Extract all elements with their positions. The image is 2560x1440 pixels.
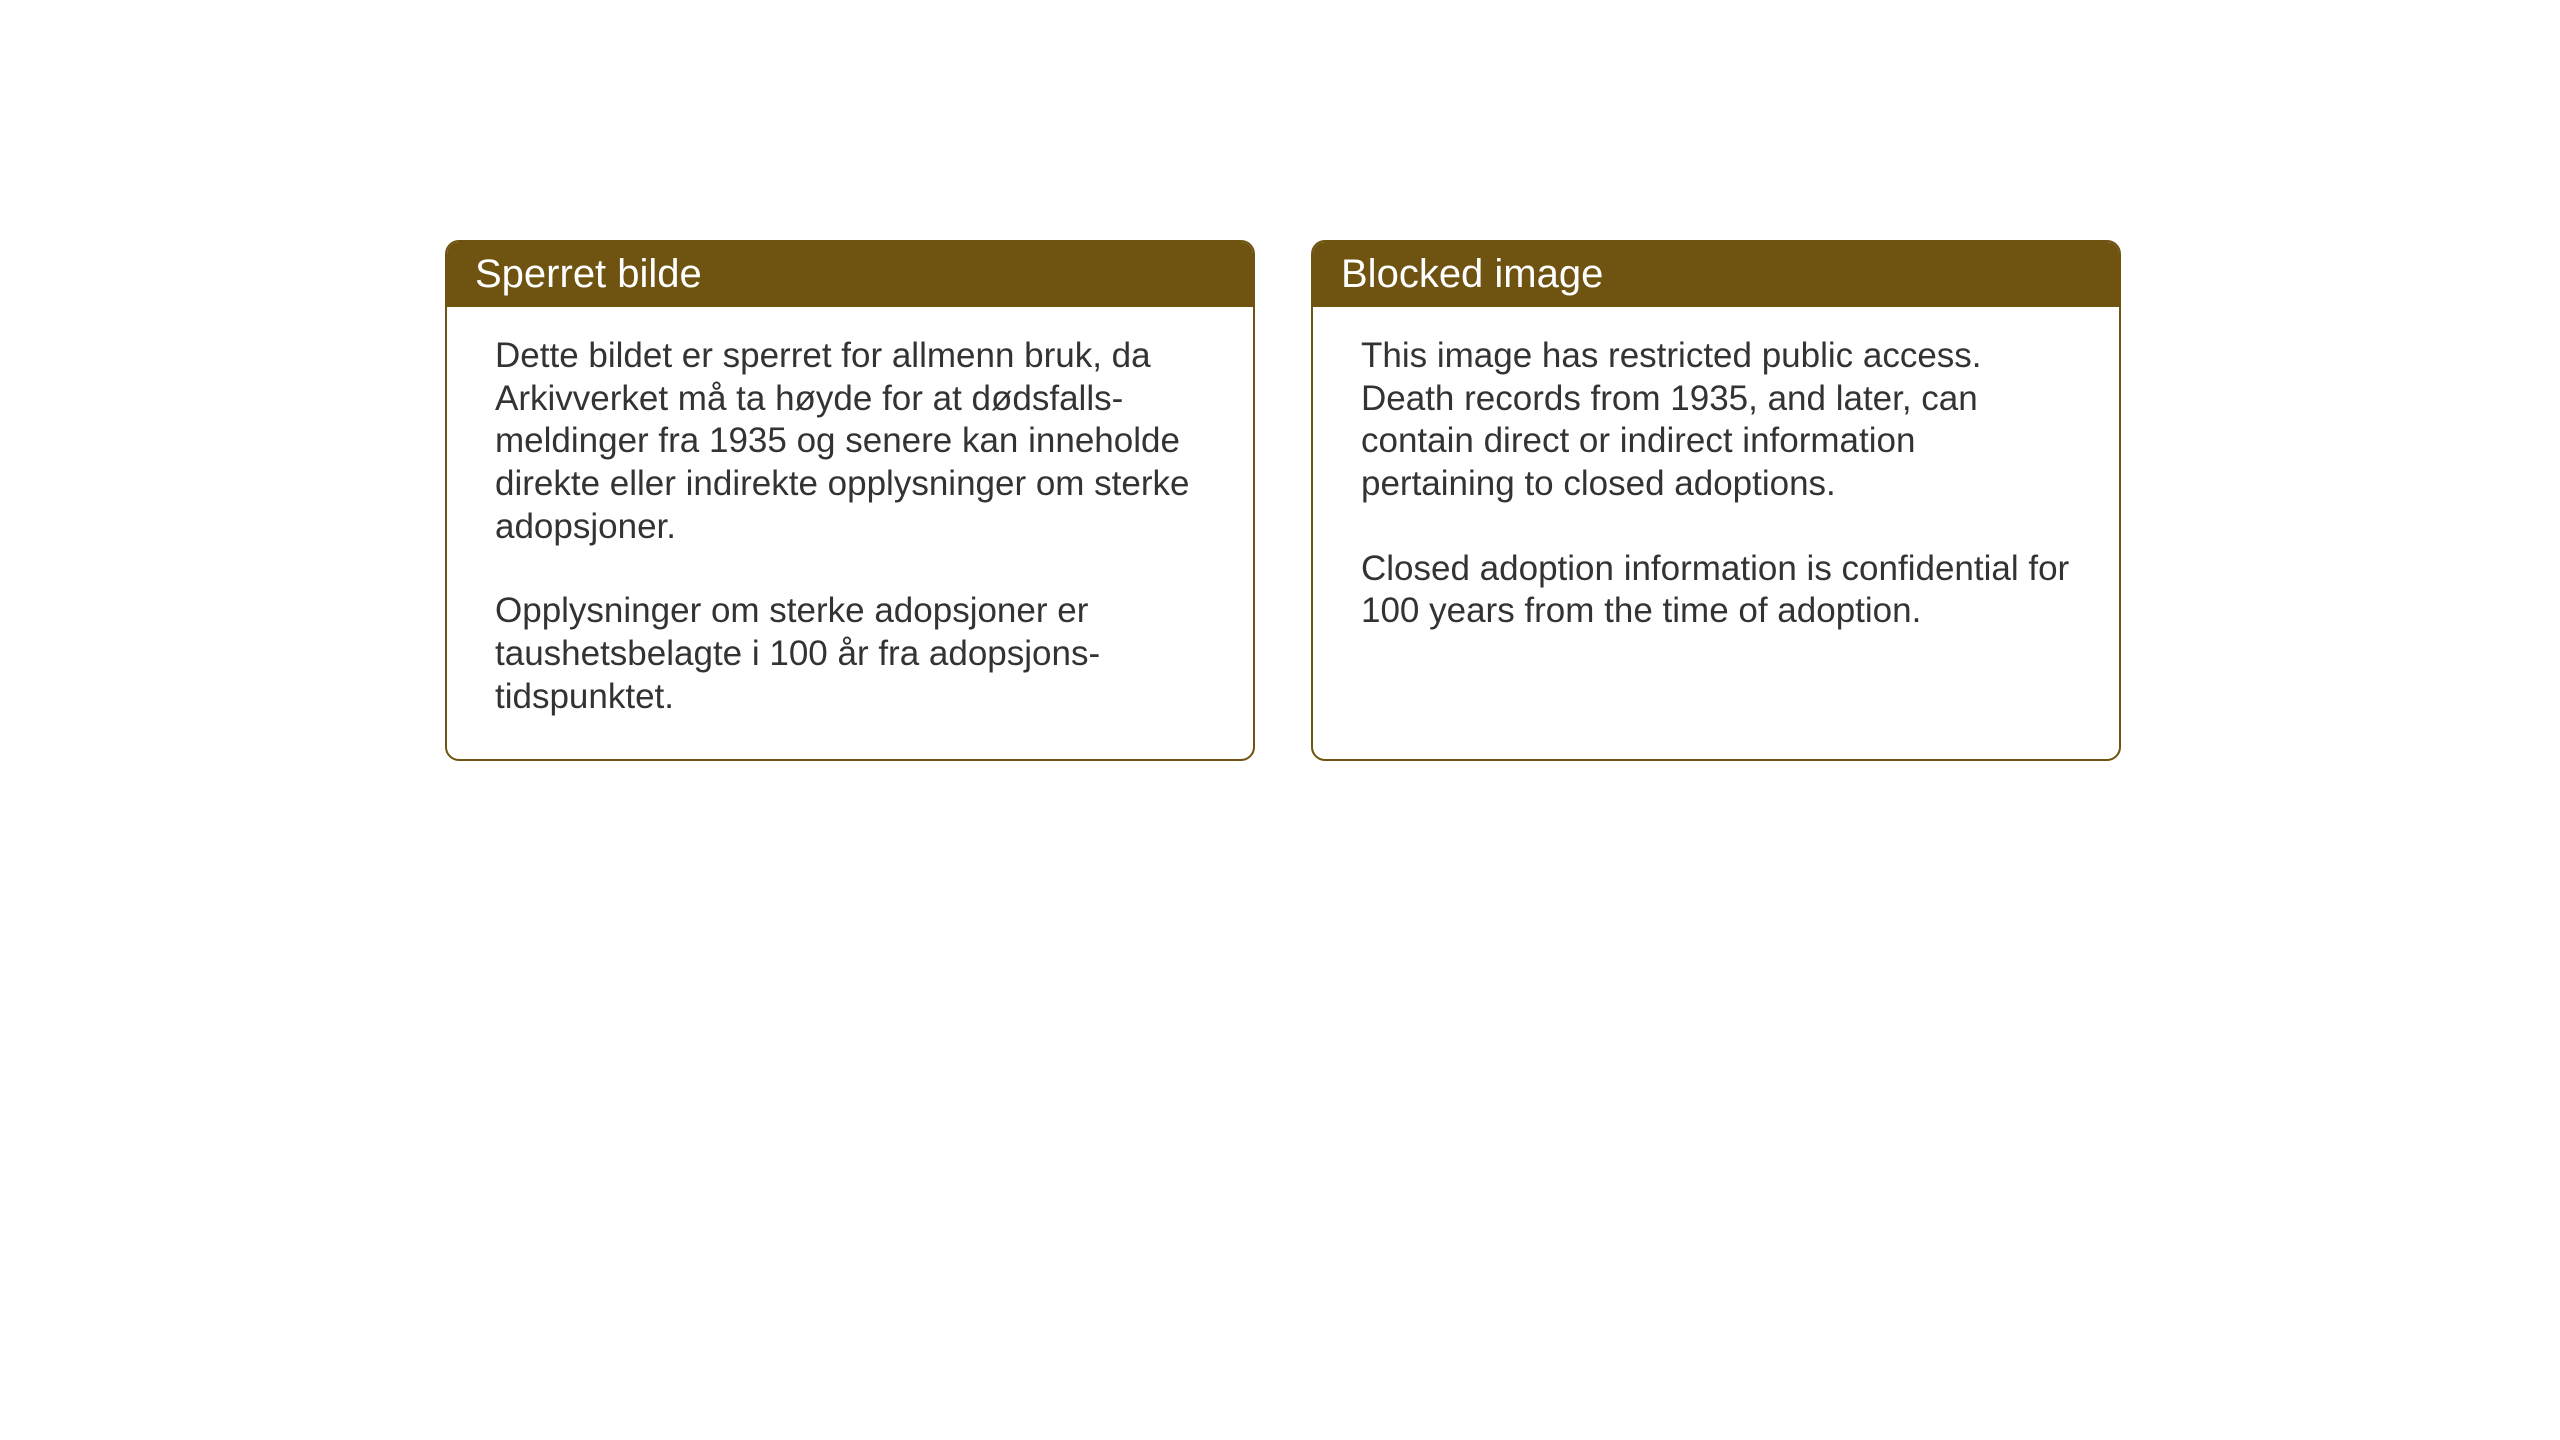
- card-english-title: Blocked image: [1341, 252, 1603, 296]
- card-english-body: This image has restricted public access.…: [1313, 307, 2119, 673]
- card-norwegian: Sperret bilde Dette bildet er sperret fo…: [445, 240, 1255, 761]
- card-norwegian-paragraph-1: Dette bildet er sperret for allmenn bruk…: [495, 335, 1205, 548]
- card-norwegian-header: Sperret bilde: [447, 242, 1253, 307]
- card-norwegian-title: Sperret bilde: [475, 252, 702, 296]
- card-norwegian-paragraph-2: Opplysninger om sterke adopsjoner er tau…: [495, 590, 1205, 718]
- card-english-paragraph-1: This image has restricted public access.…: [1361, 335, 2071, 506]
- card-english-header: Blocked image: [1313, 242, 2119, 307]
- cards-container: Sperret bilde Dette bildet er sperret fo…: [445, 240, 2560, 761]
- card-english-paragraph-2: Closed adoption information is confident…: [1361, 548, 2071, 633]
- card-norwegian-body: Dette bildet er sperret for allmenn bruk…: [447, 307, 1253, 759]
- card-english: Blocked image This image has restricted …: [1311, 240, 2121, 761]
